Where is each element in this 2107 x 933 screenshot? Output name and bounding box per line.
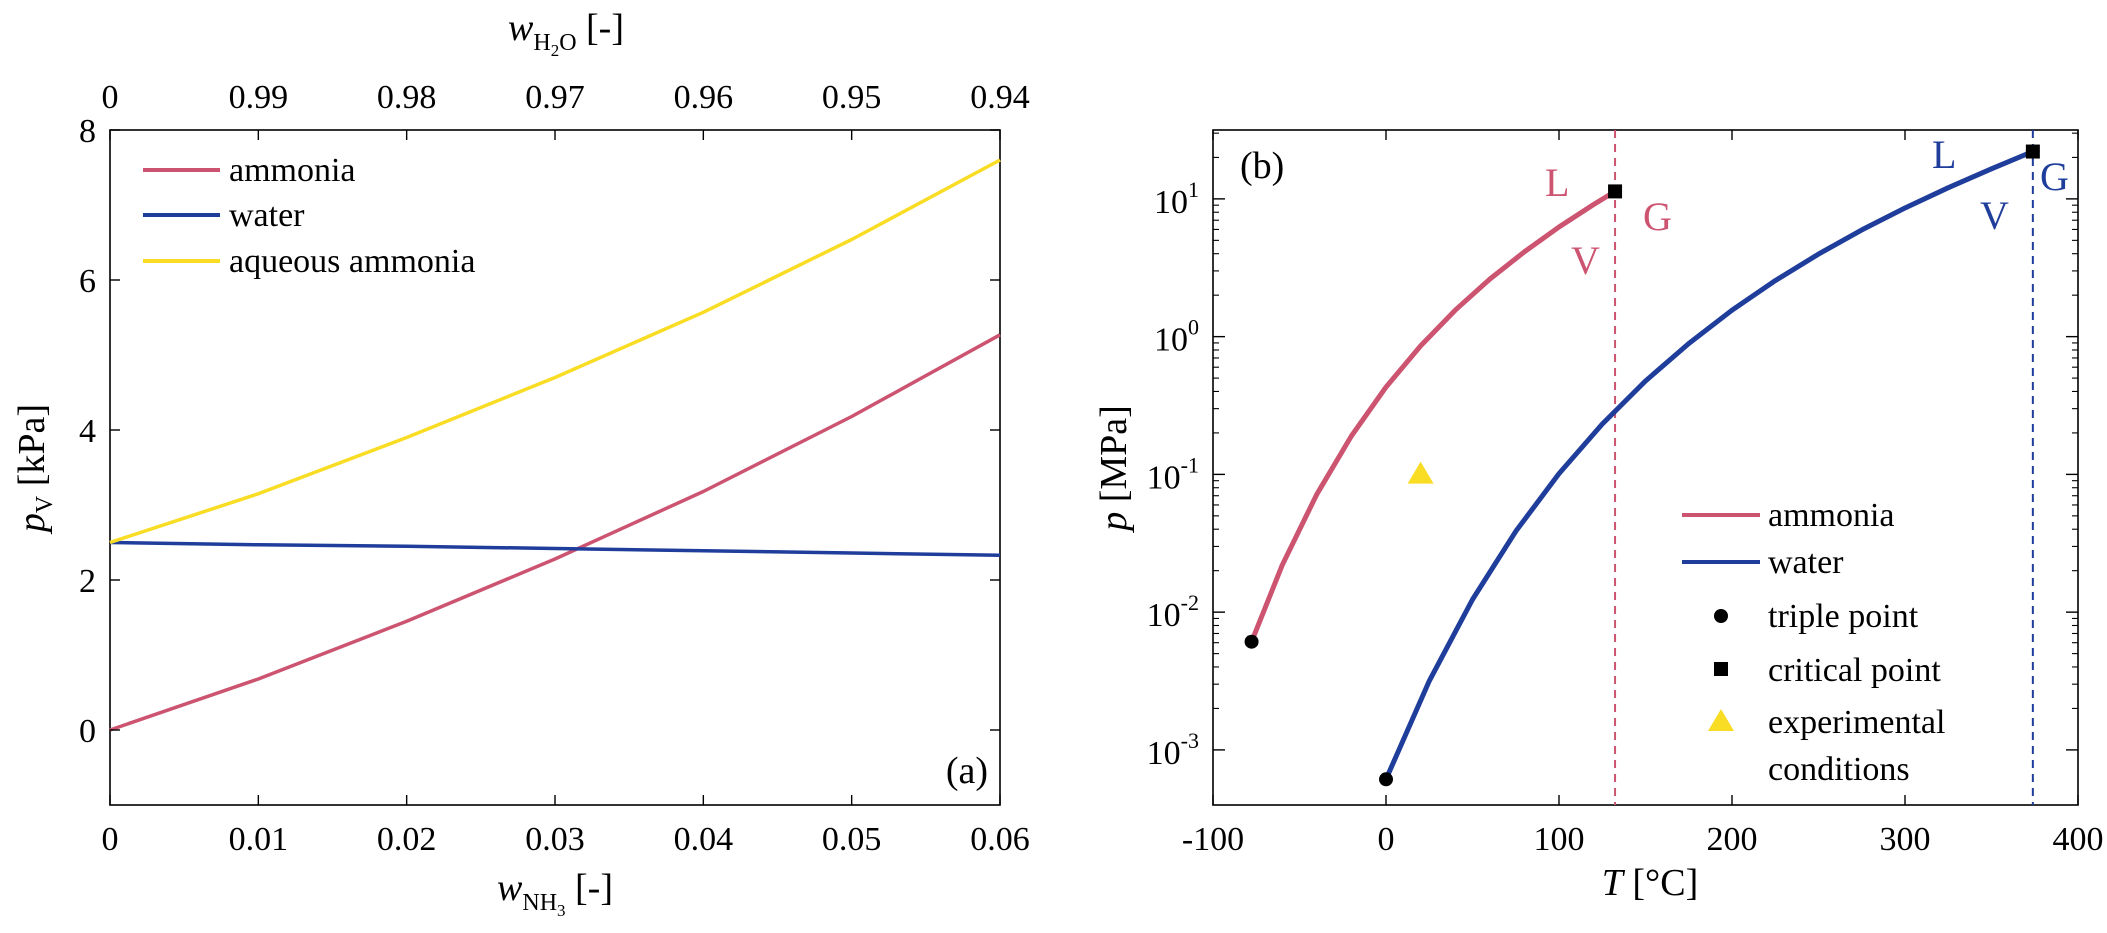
panel-b-xtick-label: 400 bbox=[2053, 821, 2104, 858]
panel-a-ylabel-unit: [kPa] bbox=[11, 404, 53, 496]
water-critical-point bbox=[2025, 144, 2040, 159]
series-aqueous-ammonia-line bbox=[109, 158, 1001, 545]
panel-a-ylabel-var: p bbox=[11, 513, 53, 535]
panel-b-ytick-label: 10-3 bbox=[1147, 728, 1199, 772]
legend-b-critical-marker bbox=[1714, 662, 1728, 676]
panel-a-top-xtick-label: 0 bbox=[102, 79, 119, 116]
legend-a-water-label: water bbox=[229, 197, 305, 234]
panel-a-top-xtick-label: 0.97 bbox=[525, 79, 585, 116]
panel-a-ticks-group: 0 0 0.01 0.99 0.02 0.98 0.03 0.97 0.04 0.96 0.05 0.… bbox=[79, 79, 1030, 858]
panel-b-ylabel: p [MPa] bbox=[1093, 405, 1135, 534]
panel-b-ytick-label: 100 bbox=[1154, 315, 1199, 359]
ammonia-phase-G: G bbox=[1643, 194, 1672, 239]
panel-a-xtick-label: 0.05 bbox=[822, 821, 882, 858]
panel-a-ytick-label: 0 bbox=[79, 713, 96, 750]
panel-a-xtick-label: 0.02 bbox=[377, 821, 437, 858]
panel-b-phase-labels: L V G L V G bbox=[1545, 132, 2069, 283]
legend-b-triple-marker bbox=[1714, 609, 1728, 623]
panel-b-xlabel-var: T bbox=[1602, 862, 1626, 904]
legend-b-conditions-label: conditions bbox=[1768, 751, 1910, 788]
panel-b-ytick-label: 10-1 bbox=[1147, 452, 1199, 496]
panel-a-top-xlabel-sub2: 2 bbox=[551, 41, 560, 60]
panel-a-xlabel-sub: NH bbox=[522, 890, 557, 916]
panel-a-xtick-label: 0.01 bbox=[229, 821, 289, 858]
panel-a-top-xlabel-var: w bbox=[508, 7, 534, 49]
panel-b-xtick-label: 300 bbox=[1880, 821, 1931, 858]
panel-a-xlabel: wNH3 [-] bbox=[497, 867, 613, 920]
panel-b-critical-lines-group bbox=[1614, 130, 2034, 805]
experimental-conditions-marker bbox=[1407, 461, 1434, 484]
panel-a-xtick-label: 0.06 bbox=[970, 821, 1030, 858]
panel-a-ytick-label: 6 bbox=[79, 263, 96, 300]
panel-b-legend: ammonia water triple point critical poin… bbox=[1682, 497, 1945, 788]
panel-a-xtick-label: 0.03 bbox=[525, 821, 585, 858]
panel-b-ylabel-var: p bbox=[1093, 512, 1135, 534]
panel-a-top-xlabel-unit: [-] bbox=[577, 7, 624, 49]
panel-a-xlabel-sub3: 3 bbox=[557, 901, 566, 920]
panel-a-ylabel: pV [kPa] bbox=[11, 404, 58, 535]
ammonia-critical-point bbox=[1608, 184, 1623, 199]
panel-a-top-xtick-label: 0.94 bbox=[970, 79, 1030, 116]
water-phase-G: G bbox=[2040, 154, 2069, 199]
ammonia-phase-L: L bbox=[1545, 160, 1569, 205]
legend-b-experimental-label: experimental bbox=[1768, 704, 1945, 741]
panel-a-label: (a) bbox=[946, 750, 988, 792]
panel-a-ylabel-sub: V bbox=[32, 495, 58, 513]
panel-b-markers-group bbox=[1244, 144, 2040, 787]
legend-b-experimental-marker bbox=[1708, 709, 1734, 731]
panel-b-ticks-group: -100 0 100 200 300 400 10-3 10-2 10-1 100 101 bbox=[1147, 130, 2104, 858]
panel-a-top-xlabel-sub: H bbox=[533, 30, 550, 56]
legend-b-triple-label: triple point bbox=[1768, 598, 1919, 635]
panel-a: 0 0 0.01 0.99 0.02 0.98 0.03 0.97 0.04 0.96 0.05 0.… bbox=[11, 7, 1030, 920]
panel-a-top-xtick-label: 0.96 bbox=[674, 79, 734, 116]
panel-a-top-xtick-label: 0.99 bbox=[229, 79, 289, 116]
series-ammonia-line bbox=[109, 333, 1001, 732]
panel-a-top-xlabel-subO: O bbox=[559, 30, 576, 56]
panel-b-ytick-label: 10-2 bbox=[1147, 590, 1199, 634]
series-ammonia-curve bbox=[1249, 188, 1618, 645]
ammonia-phase-V: V bbox=[1571, 238, 1600, 283]
water-phase-V: V bbox=[1980, 193, 2009, 238]
panel-b-xtick-label: -100 bbox=[1182, 821, 1244, 858]
series-water-line bbox=[109, 540, 1001, 558]
panel-b-xtick-label: 100 bbox=[1534, 821, 1585, 858]
panel-a-series-group bbox=[109, 158, 1001, 732]
panel-a-xlabel-var: w bbox=[497, 867, 523, 909]
panel-a-xlabel-unit: [-] bbox=[566, 867, 613, 909]
panel-a-legend: ammonia water aqueous ammonia bbox=[143, 152, 475, 280]
water-phase-L: L bbox=[1932, 132, 1956, 177]
ammonia-triple-point bbox=[1244, 634, 1259, 649]
panel-a-ytick-label: 8 bbox=[79, 113, 96, 150]
panel-b-xtick-label: 0 bbox=[1378, 821, 1395, 858]
legend-b-water-label: water bbox=[1768, 544, 1844, 581]
water-triple-point bbox=[1379, 772, 1394, 787]
panel-b-label: (b) bbox=[1240, 145, 1284, 187]
panel-b-axes-box bbox=[1212, 129, 2079, 806]
panel-b-xlabel-unit: [°C] bbox=[1623, 862, 1698, 904]
panel-a-xtick-label: 0.04 bbox=[674, 821, 734, 858]
panel-b-ylabel-unit: [MPa] bbox=[1093, 405, 1135, 512]
series-water-curve bbox=[1383, 149, 2036, 782]
panel-b-xtick-label: 200 bbox=[1707, 821, 1758, 858]
panel-a-ytick-label: 2 bbox=[79, 563, 96, 600]
legend-a-ammonia-label: ammonia bbox=[229, 152, 356, 189]
panel-a-xtick-label: 0 bbox=[102, 821, 119, 858]
legend-a-aqueous-label: aqueous ammonia bbox=[229, 243, 475, 280]
panel-a-top-xtick-label: 0.98 bbox=[377, 79, 437, 116]
panel-a-top-xtick-label: 0.95 bbox=[822, 79, 882, 116]
legend-b-ammonia-label: ammonia bbox=[1768, 497, 1895, 534]
panel-b-xlabel: T [°C] bbox=[1602, 862, 1699, 904]
legend-b-critical-label: critical point bbox=[1768, 652, 1941, 689]
panel-a-ytick-label: 4 bbox=[79, 413, 96, 450]
panel-a-top-xlabel: wH2O [-] bbox=[508, 7, 624, 60]
panel-b-ytick-label: 101 bbox=[1154, 177, 1199, 221]
panel-b-series-group bbox=[1249, 149, 2036, 782]
